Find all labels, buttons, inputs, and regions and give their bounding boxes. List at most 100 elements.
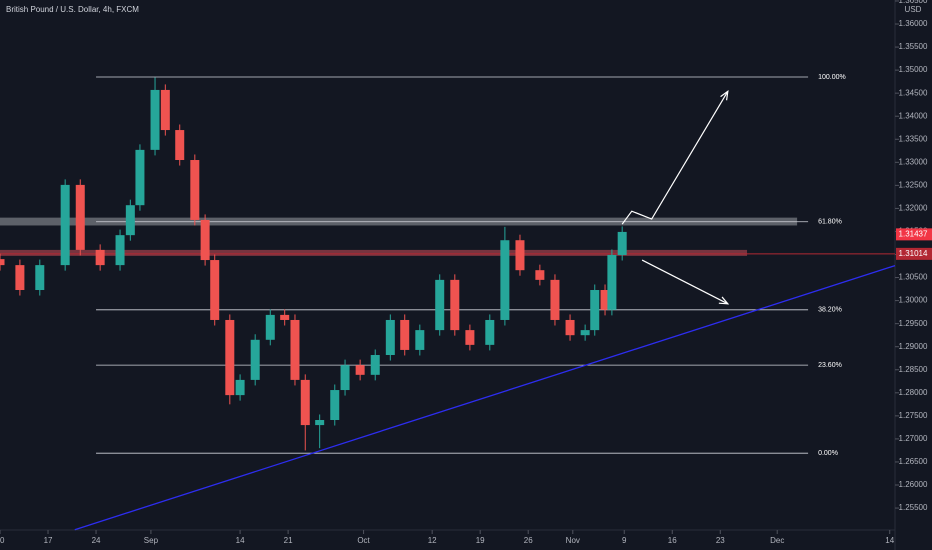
x-tick-label: 21 (284, 536, 293, 545)
x-tick-label: Dec (770, 536, 784, 545)
y-tick-label: 1.33500 (899, 134, 928, 143)
candle-body (0, 259, 5, 266)
candle-body (60, 184, 70, 266)
chart-title: British Pound / U.S. Dollar, 4h, FXCM (6, 5, 139, 14)
candle-body (485, 319, 495, 345)
y-tick-label: 1.34500 (899, 88, 928, 97)
y-tick-label: 1.29000 (899, 342, 928, 351)
zone (0, 249, 748, 256)
y-tick-label: 1.35000 (899, 65, 928, 74)
y-tick-label: 1.36500 (899, 0, 928, 5)
candle-body (290, 319, 300, 380)
candle-body (550, 279, 560, 320)
x-tick-label: 14 (236, 536, 245, 545)
y-tick-label: 1.25500 (899, 503, 928, 512)
candle-body (355, 365, 365, 375)
currency-label: USD (905, 5, 922, 14)
candle-body (15, 265, 25, 291)
y-tick-label: 1.35500 (899, 42, 928, 51)
candle-body (160, 89, 170, 131)
candle-body (400, 319, 410, 350)
candle-body (315, 420, 325, 426)
y-tick-label: 1.30500 (899, 273, 928, 282)
candle-body (135, 149, 145, 206)
candle-body (580, 330, 590, 336)
candle-body (265, 314, 275, 340)
x-tick-label: 19 (476, 536, 485, 545)
candle-body (415, 330, 425, 350)
x-tick-label: Sep (144, 536, 159, 545)
x-tick-label: 24 (92, 536, 101, 545)
last-price-label-bg (896, 228, 932, 241)
candle-body (535, 270, 545, 280)
fib-label: 23.60% (818, 362, 842, 369)
candle-body (150, 89, 160, 150)
x-tick-label: 9 (622, 536, 627, 545)
candle-body (95, 249, 105, 266)
candle-body (210, 260, 220, 320)
candle-body (280, 314, 290, 320)
candle-body (115, 235, 125, 266)
candle-body (607, 254, 617, 310)
candle-body (465, 330, 475, 345)
y-tick-label: 1.28500 (899, 365, 928, 374)
fib-label: 100.00% (818, 74, 846, 81)
x-tick-label: Oct (357, 536, 370, 545)
candle-body (515, 240, 525, 271)
candle-body (200, 219, 210, 261)
arrow-head (720, 89, 729, 101)
candle-body (35, 265, 45, 291)
candle-body (225, 319, 235, 396)
trendline (74, 264, 896, 531)
x-tick-label: Nov (566, 536, 580, 545)
level-label-bg (896, 247, 932, 260)
candle-body (300, 379, 310, 426)
y-tick-label: 1.28000 (899, 388, 928, 397)
arrow (621, 91, 729, 225)
candle-body (590, 290, 600, 331)
y-tick-label: 1.32000 (899, 204, 928, 213)
candle-body (250, 339, 260, 380)
fib-label: 0.00% (818, 450, 838, 457)
level-label: 1.31014 (899, 249, 928, 258)
y-tick-label: 1.26000 (899, 480, 928, 489)
y-tick-label: 1.27500 (899, 411, 928, 420)
y-tick-label: 1.36000 (899, 19, 928, 28)
x-tick-label: 26 (524, 536, 533, 545)
x-tick-label: 17 (44, 536, 53, 545)
last-price-label: 1.31437 (899, 229, 928, 238)
fib-label: 61.80% (818, 219, 842, 226)
arrow (641, 259, 729, 305)
candle-body (450, 279, 460, 331)
candle-body (190, 160, 200, 220)
y-tick-label: 1.33000 (899, 157, 928, 166)
x-tick-label: 14 (885, 536, 894, 545)
y-tick-label: 1.26500 (899, 457, 928, 466)
candle-body (235, 379, 245, 396)
y-tick-label: 1.32500 (899, 180, 928, 189)
x-tick-label: 12 (428, 536, 437, 545)
candle-body (500, 240, 510, 320)
candle-body (125, 205, 135, 236)
candle-body (385, 319, 395, 356)
x-tick-label: 10 (0, 536, 5, 545)
candle-body (435, 279, 445, 331)
candle-body (565, 319, 575, 336)
candle-body (370, 355, 380, 375)
candle-body (340, 365, 350, 391)
y-tick-label: 1.34000 (899, 111, 928, 120)
y-tick-label: 1.29500 (899, 319, 928, 328)
fib-label: 38.20% (818, 307, 842, 314)
y-tick-label: 1.27000 (899, 434, 928, 443)
x-tick-label: 16 (668, 536, 677, 545)
x-tick-label: 23 (716, 536, 725, 545)
candle-body (175, 130, 185, 161)
candle-body (75, 184, 85, 250)
y-tick-label: 1.30000 (899, 296, 928, 305)
arrow-head (718, 296, 730, 305)
candle-body (617, 231, 627, 255)
candle-body (600, 290, 610, 310)
candle-body (330, 390, 340, 421)
